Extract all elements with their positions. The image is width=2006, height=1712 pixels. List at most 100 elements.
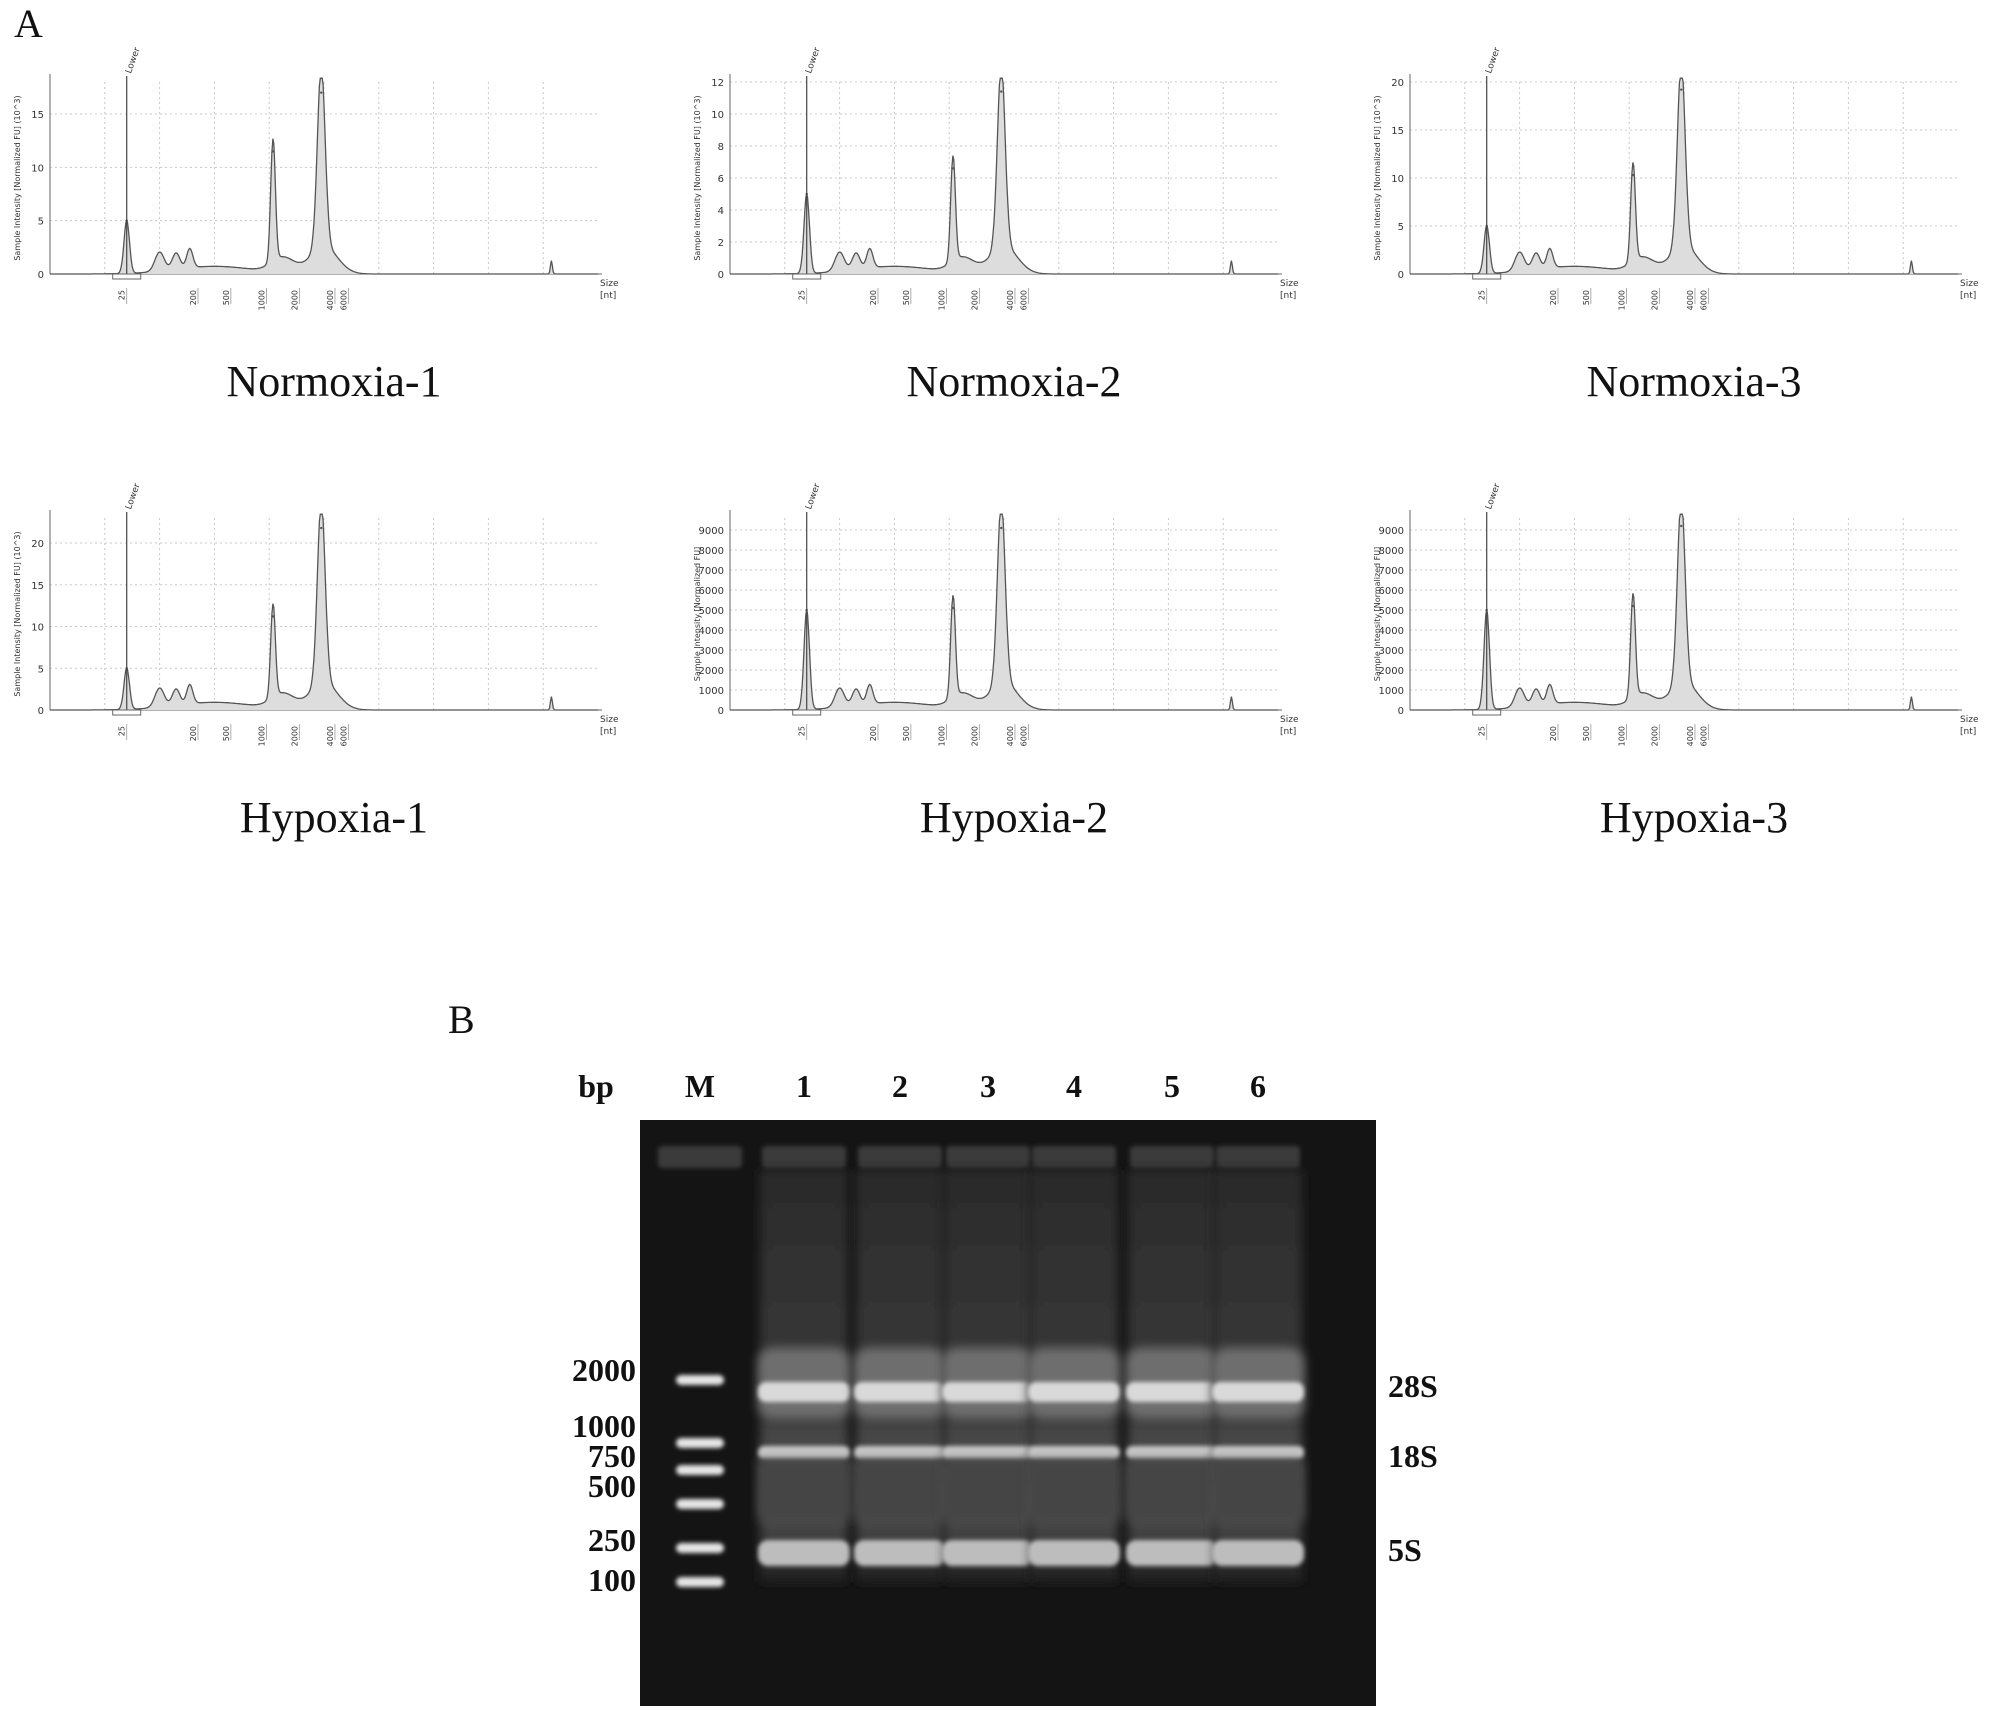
gel-lane-label: 1 xyxy=(796,1068,812,1104)
trace-line xyxy=(730,513,1278,711)
y-tick-label: 9000 xyxy=(699,526,724,537)
gel-lane-label: 3 xyxy=(980,1068,996,1104)
gel-band-18s xyxy=(758,1446,850,1459)
gel-band-18s xyxy=(1212,1446,1304,1459)
gel-lane-label: 6 xyxy=(1250,1068,1266,1104)
x-tick-label: 2000 xyxy=(970,290,979,310)
trace-area xyxy=(730,514,1278,710)
x-axis-unit: [nt] xyxy=(600,727,616,737)
x-tick-label: 4000 xyxy=(326,290,335,310)
electropherogram-hypoxia-3: 0 1000 2000 3000 4000 5000 6000 7000 8000 9000 Sam… xyxy=(1373,482,1979,746)
peak-28s xyxy=(1680,88,1683,91)
gel-band-28s xyxy=(854,1382,946,1402)
x-axis-label: Size xyxy=(600,279,619,289)
x-axis-unit: [nt] xyxy=(600,291,616,301)
y-tick-label: 2 xyxy=(718,238,724,249)
peak-28s xyxy=(320,91,323,94)
gel-lane-lower-smear xyxy=(854,1460,946,1520)
gel-band-5s xyxy=(1126,1540,1218,1566)
y-tick-label: 20 xyxy=(31,539,44,550)
x-axis-label: Size xyxy=(1280,715,1299,725)
gel-ladder-band xyxy=(676,1543,724,1553)
trace-line xyxy=(50,513,598,711)
y-tick-label: 15 xyxy=(31,581,44,592)
lower-marker-box xyxy=(112,273,142,280)
x-tick-label: 25 xyxy=(1478,290,1487,300)
peak-28s xyxy=(320,526,323,530)
y-tick-label: 0 xyxy=(38,270,44,281)
gel-band-label: 18S xyxy=(1388,1438,1438,1474)
lower-marker-box xyxy=(792,273,822,280)
x-tick-label: 2000 xyxy=(970,726,979,746)
x-tick-label: 2000 xyxy=(1650,726,1659,746)
x-tick-label: 6000 xyxy=(1700,290,1709,310)
y-tick-label: 10 xyxy=(31,163,44,174)
x-tick-label: 200 xyxy=(1549,290,1558,305)
sample-label: Hypoxia-1 xyxy=(239,793,429,842)
gel-well xyxy=(1032,1146,1116,1168)
gel-ladder-label: 1000 xyxy=(572,1408,636,1444)
y-tick-label: 6000 xyxy=(699,586,724,597)
x-tick-label: 6000 xyxy=(1700,726,1709,746)
gel-band-18s xyxy=(1126,1446,1218,1459)
x-tick-label: 200 xyxy=(189,290,198,305)
gel-lane-lower-smear xyxy=(1126,1460,1218,1520)
gel-band-5s xyxy=(758,1540,850,1566)
panel-letter-b: B xyxy=(448,997,475,1042)
y-tick-label: 6000 xyxy=(1379,586,1404,597)
y-tick-label: 5 xyxy=(38,217,44,228)
sample-label: Normoxia-1 xyxy=(226,357,442,406)
peak-18s xyxy=(271,150,275,153)
y-tick-label: 7000 xyxy=(699,566,724,577)
gel-ladder-band xyxy=(676,1465,724,1475)
x-tick-label: 4000 xyxy=(1006,290,1015,310)
gel-ladder-label: 250 xyxy=(588,1522,636,1558)
sample-label: Hypoxia-3 xyxy=(1599,793,1789,842)
gel-band-18s xyxy=(1028,1446,1120,1459)
y-tick-label: 8000 xyxy=(1379,546,1404,557)
electropherogram-hypoxia-2: 0 1000 2000 3000 4000 5000 6000 7000 8000 9000 Sam… xyxy=(693,482,1299,746)
trace-line xyxy=(1410,513,1958,711)
y-tick-label: 1000 xyxy=(1379,686,1404,697)
y-axis-label: Sample Intensity [Normalized FU] xyxy=(1373,547,1382,682)
trace-area xyxy=(50,514,598,710)
gel-band-28s xyxy=(1126,1382,1218,1402)
peak-18s xyxy=(951,167,955,170)
x-axis-unit: [nt] xyxy=(1960,291,1976,301)
sample-label: Normoxia-3 xyxy=(1586,357,1802,406)
peak-18s xyxy=(1631,604,1635,608)
x-tick-label: 4000 xyxy=(326,726,335,746)
gel-band-label: 28S xyxy=(1388,1368,1438,1404)
trace-line xyxy=(1410,77,1958,275)
x-tick-label: 200 xyxy=(869,726,878,741)
electropherogram-normoxia-1: 0 5 10 15 Sample Intensity [Normalized FU] (… xyxy=(13,46,619,310)
y-tick-label: 0 xyxy=(1398,706,1404,717)
x-tick-label: 1000 xyxy=(257,290,266,310)
trace-area xyxy=(1410,514,1958,710)
lower-marker-label: Lower xyxy=(124,482,143,511)
gel-ladder-band xyxy=(676,1438,724,1448)
electropherogram-hypoxia-1: 0 5 10 15 20 Sample Intensity [Normalized FU]… xyxy=(13,482,619,746)
y-tick-label: 15 xyxy=(31,110,44,121)
gel-band-5s xyxy=(942,1540,1034,1566)
y-tick-label: 8 xyxy=(718,142,724,153)
sample-label: Hypoxia-2 xyxy=(919,793,1109,842)
peak-28s xyxy=(1000,526,1003,530)
gel-lane-label: 5 xyxy=(1164,1068,1180,1104)
gel-well xyxy=(1216,1146,1300,1168)
y-tick-label: 4000 xyxy=(1379,626,1404,637)
y-axis-label: Sample Intensity [Normalized FU] (10^3) xyxy=(13,95,22,260)
x-tick-label: 4000 xyxy=(1006,726,1015,746)
trace-area xyxy=(1410,78,1958,274)
x-tick-label: 25 xyxy=(798,290,807,300)
trace-area xyxy=(730,78,1278,274)
y-axis-label: Sample Intensity [Normalized FU] (10^3) xyxy=(693,95,702,260)
x-axis-label: Size xyxy=(1280,279,1299,289)
lower-marker-label: Lower xyxy=(1484,46,1503,75)
lower-marker-box xyxy=(1472,273,1502,280)
x-tick-label: 6000 xyxy=(340,726,349,746)
gel-ladder-band xyxy=(676,1577,724,1587)
x-axis-unit: [nt] xyxy=(1280,291,1296,301)
gel-band-18s xyxy=(854,1446,946,1459)
x-axis-label: Size xyxy=(1960,715,1979,725)
